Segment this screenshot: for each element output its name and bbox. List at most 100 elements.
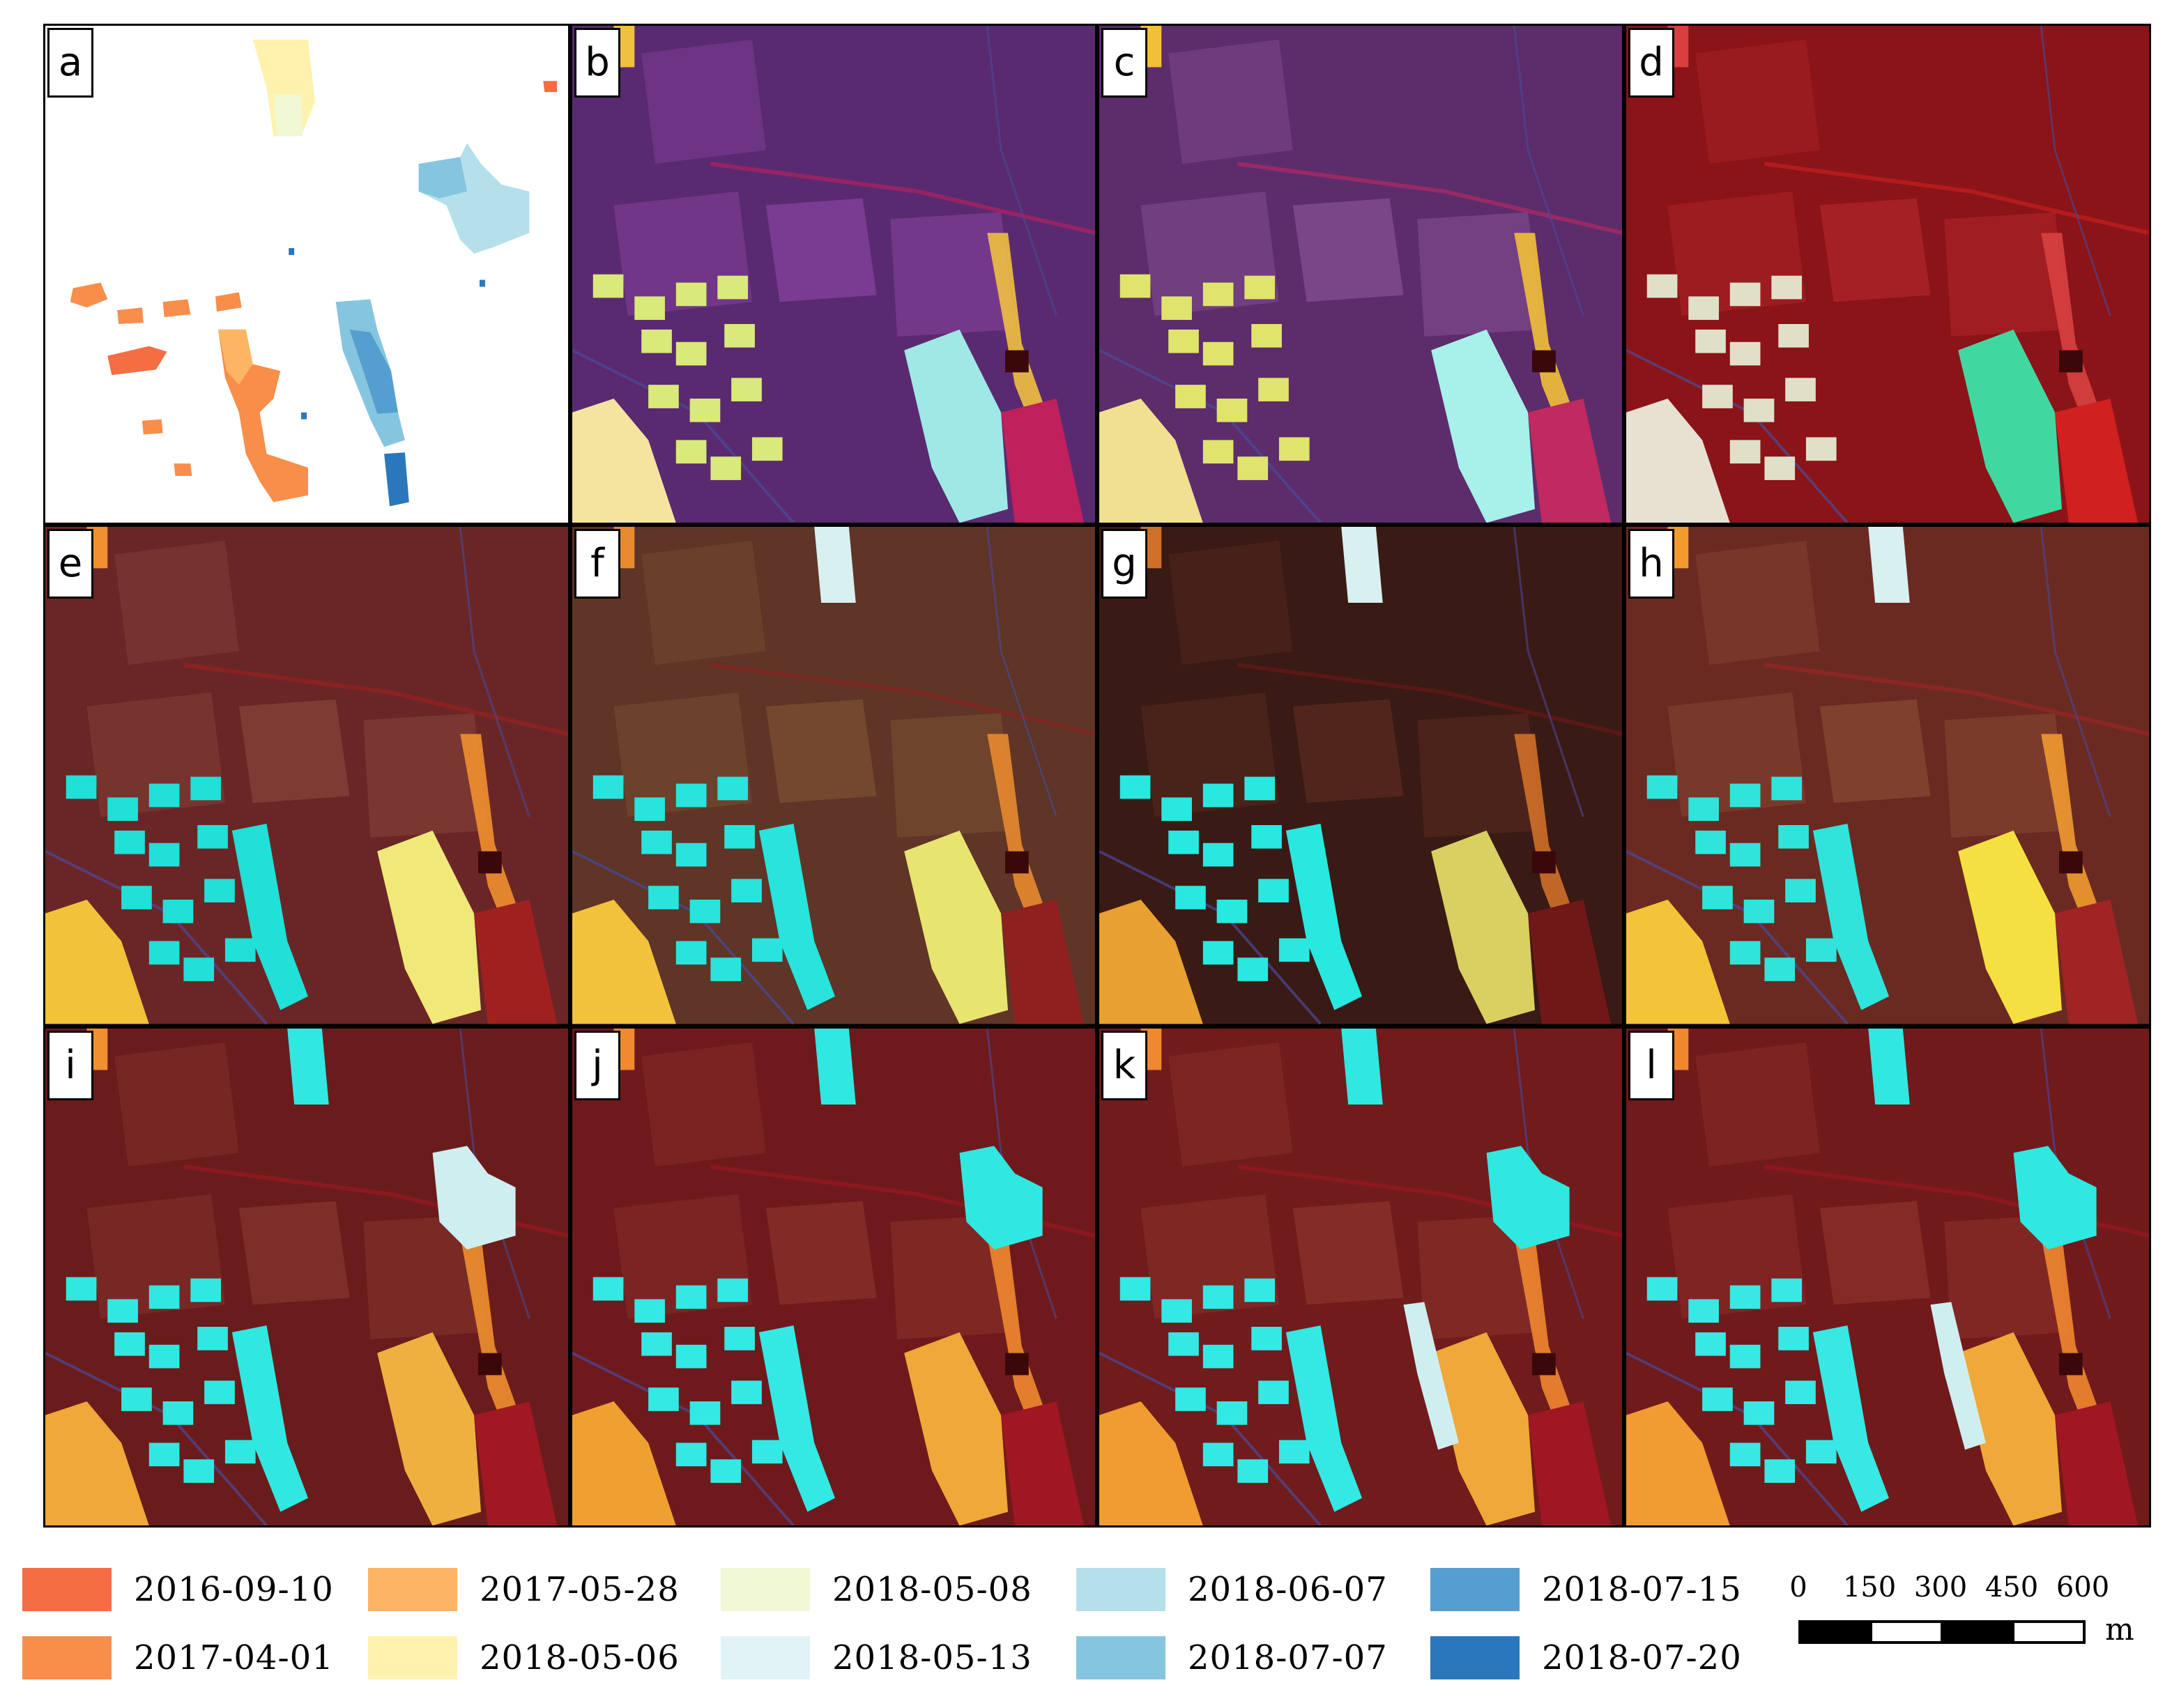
block: [1168, 1332, 1199, 1356]
block: [1764, 456, 1796, 480]
bright-patch: [45, 900, 149, 1024]
field-parcel: [363, 713, 488, 838]
block: [1785, 378, 1816, 401]
block: [717, 275, 748, 300]
scale-segment: [1941, 1620, 2014, 1644]
cleared-patch: [1486, 1146, 1570, 1249]
dark-structure: [478, 851, 502, 874]
cleared-patch: [2013, 1146, 2097, 1249]
block: [710, 957, 742, 982]
legend-swatch: [368, 1568, 457, 1611]
bright-patch: [1099, 900, 1203, 1024]
bright-field: [1958, 329, 2062, 523]
block: [1161, 296, 1192, 321]
scale-tick-label: 300: [1913, 1571, 1968, 1603]
block: [751, 437, 783, 461]
field-parcel: [1292, 1201, 1404, 1305]
block: [1646, 1277, 1678, 1301]
panel-image: [1626, 1028, 2149, 1525]
block: [1175, 1387, 1206, 1411]
legend-swatch: [1430, 1636, 1520, 1679]
field-parcel: [1417, 1215, 1542, 1339]
change-patches: [70, 39, 558, 507]
panel-letter: i: [47, 1030, 93, 1100]
block: [148, 941, 180, 965]
road: [710, 162, 1095, 236]
scale-unit: m: [2105, 1612, 2134, 1647]
red-field: [1001, 1401, 1085, 1525]
road: [1764, 663, 2149, 737]
dark-structure: [1005, 350, 1029, 373]
red-field: [1528, 398, 1612, 523]
block: [1743, 900, 1775, 924]
block: [724, 1326, 755, 1351]
block: [183, 1459, 215, 1483]
bright-patch: [572, 398, 676, 523]
legend-item: 2016-09-10: [22, 1568, 334, 1611]
block: [1785, 879, 1816, 903]
block: [675, 843, 707, 867]
panel-image: [1099, 527, 1622, 1024]
block: [1778, 825, 1809, 849]
block: [1785, 1380, 1816, 1404]
block: [1175, 886, 1206, 910]
block: [675, 783, 707, 808]
legend-swatch: [368, 1636, 457, 1679]
change-patch: [301, 412, 307, 420]
block: [1688, 1299, 1719, 1323]
road: [986, 26, 1057, 316]
road: [986, 527, 1057, 817]
block: [641, 329, 672, 353]
scale-segment: [1869, 1620, 1943, 1644]
field-parcel: [1292, 198, 1404, 302]
bright-field: [1958, 831, 2062, 1024]
block: [634, 797, 665, 822]
bright-field: [1431, 329, 1535, 523]
block: [1778, 323, 1809, 348]
road: [2040, 1028, 2111, 1319]
block: [1237, 957, 1269, 982]
dark-structure: [1005, 1353, 1029, 1376]
block: [224, 938, 256, 962]
block: [648, 886, 679, 910]
change-patch: [107, 346, 167, 376]
block: [1646, 775, 1678, 799]
block: [197, 825, 228, 849]
bright-field: [904, 329, 1008, 523]
block: [1161, 797, 1192, 822]
block: [107, 797, 138, 822]
block: [148, 1442, 180, 1466]
cleared-strip: [231, 824, 308, 1010]
block: [107, 1299, 138, 1323]
road: [459, 1028, 530, 1319]
legend-item: 2017-05-28: [368, 1568, 680, 1611]
block: [1258, 1380, 1289, 1404]
block: [710, 456, 742, 480]
road: [1764, 162, 2149, 236]
road: [2040, 26, 2111, 316]
block: [731, 1380, 762, 1404]
panel-l: l: [1624, 1026, 2151, 1528]
imagery-scene: [1099, 26, 1622, 523]
panel-image: [45, 1028, 568, 1525]
field-parcel: [1819, 198, 1931, 302]
field-parcel: [1819, 700, 1931, 803]
imagery-scene: [1626, 26, 2149, 523]
panel-j: j: [570, 1026, 1097, 1528]
legend-swatch: [22, 1568, 112, 1611]
legend-label: 2018-05-08: [832, 1570, 1032, 1609]
cleared-patch: [1341, 527, 1383, 603]
block: [751, 1440, 783, 1463]
dark-structure: [478, 1353, 502, 1376]
block: [1764, 957, 1796, 982]
panel-letter: a: [47, 28, 93, 98]
block: [1202, 783, 1234, 808]
bright-field: [904, 831, 1008, 1024]
block: [1216, 1401, 1248, 1425]
panel-image: [45, 26, 568, 523]
legend-label: 2018-05-13: [832, 1638, 1032, 1677]
block: [1202, 1344, 1234, 1369]
bright-patch: [572, 900, 676, 1024]
dark-structure: [2059, 350, 2083, 373]
block: [1729, 783, 1761, 808]
